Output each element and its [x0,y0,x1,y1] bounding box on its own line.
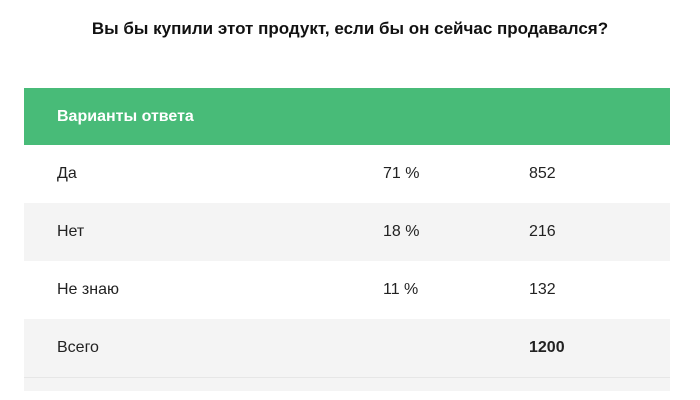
table-row: Не знаю 11 % 132 [24,261,670,319]
results-table: Варианты ответа Да 71 % 852 Нет 18 % 216… [24,88,670,391]
row-count: 852 [529,165,556,182]
total-count: 1200 [529,339,565,356]
row-label: Не знаю [57,281,119,298]
row-percent: 18 % [383,223,420,240]
total-label: Всего [57,339,99,356]
row-label: Да [57,165,77,182]
row-count: 216 [529,223,556,240]
table-header: Варианты ответа [24,88,670,145]
table-footer-divider [24,377,670,391]
row-percent: 71 % [383,165,420,182]
row-count: 132 [529,281,556,298]
row-label: Нет [57,223,85,240]
question-title: Вы бы купили этот продукт, если бы он се… [91,19,609,38]
row-percent: 11 % [383,281,419,298]
header-answer-options-label: Варианты ответа [57,107,194,125]
total-row: Всего 1200 [24,319,670,377]
table-row: Да 71 % 852 [24,145,670,203]
table-row: Нет 18 % 216 [24,203,670,261]
